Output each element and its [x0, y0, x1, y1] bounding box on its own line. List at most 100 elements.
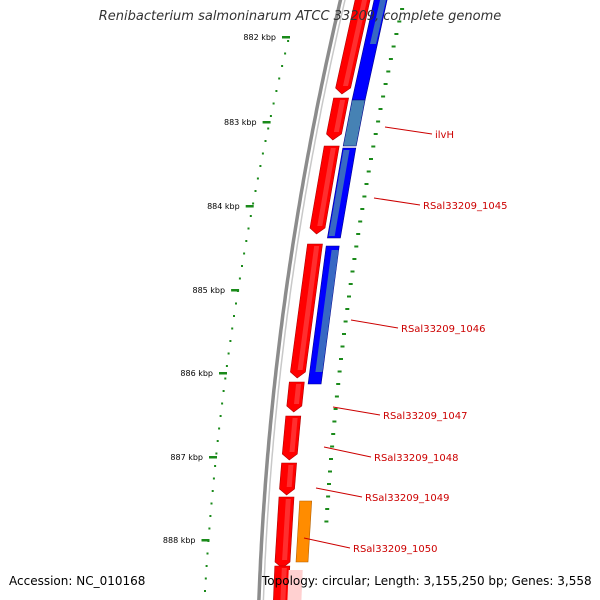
minor-tick	[214, 465, 217, 467]
outer-tick	[329, 458, 333, 460]
minor-tick	[287, 40, 290, 42]
outer-tick	[356, 233, 361, 235]
outer-tick	[358, 220, 363, 223]
outer-tick	[360, 208, 365, 210]
minor-tick	[272, 102, 275, 105]
outer-tick	[394, 33, 399, 35]
reverse-gene-overlay	[370, 0, 387, 44]
minor-tick	[238, 277, 241, 280]
gene-label: RSal33209_1046	[401, 324, 485, 335]
outer-tick	[383, 83, 388, 85]
minor-tick	[216, 440, 219, 442]
forward-gene-highlight	[333, 100, 346, 132]
minor-tick	[267, 127, 270, 130]
minor-tick	[235, 302, 237, 305]
gene-label: RSal33209_1045	[423, 201, 507, 212]
outer-tick	[391, 45, 396, 48]
reverse-gene-arrow	[342, 99, 366, 147]
faded-feature	[287, 570, 303, 600]
minor-tick	[284, 52, 287, 55]
backbone-inner-line	[262, 0, 346, 600]
kbp-tick-label: 887 kbp	[170, 453, 203, 462]
forward-gene-arrow	[326, 97, 349, 141]
gene-leader-line	[373, 197, 421, 206]
minor-tick	[269, 115, 272, 117]
outer-tick	[400, 8, 405, 10]
minor-tick	[245, 240, 248, 242]
minor-tick	[256, 177, 259, 180]
outer-tick	[327, 483, 331, 485]
outer-tick	[350, 270, 355, 273]
minor-tick	[212, 477, 215, 480]
minor-tick	[254, 190, 257, 192]
major-tick	[282, 36, 290, 39]
minor-tick	[204, 577, 207, 580]
gene-labels: ilvH RSal33209_1045 RSal33209_1046 RSal3320…	[303, 126, 507, 555]
outer-tick	[347, 295, 351, 298]
outer-tick	[331, 433, 336, 435]
forward-gene-highlight	[317, 148, 336, 226]
outer-tick	[371, 145, 376, 148]
outer-tick	[381, 95, 386, 98]
backbone-outer-line	[257, 0, 343, 600]
minor-tick	[206, 552, 209, 555]
major-tick	[245, 205, 254, 208]
minor-tick	[221, 402, 224, 405]
kbp-tick-label: 883 kbp	[224, 118, 257, 127]
gene-label: RSal33209_1047	[383, 411, 467, 422]
outer-tick	[388, 58, 393, 60]
outer-tick	[334, 395, 339, 398]
minor-tick	[247, 227, 250, 230]
kbp-tick-label: 884 kbp	[207, 202, 240, 211]
forward-gene-arrow	[309, 145, 340, 235]
minor-tick	[231, 327, 234, 330]
forward-gene-arrow	[279, 462, 297, 496]
genome-title: Renibacterium salmoninarum ATCC 33209, c…	[98, 9, 502, 24]
rna-feature	[295, 500, 313, 563]
major-tick	[201, 539, 210, 542]
forward-gene-arrow	[286, 381, 305, 413]
minor-tick	[281, 65, 284, 67]
gene-leader-line	[323, 446, 372, 458]
forward-gene-highlight	[282, 499, 291, 560]
outer-tick	[339, 358, 343, 360]
outer-tick	[373, 133, 378, 135]
minor-tick	[252, 202, 255, 205]
gene-leader-line	[303, 537, 351, 549]
forward-gene-highlight	[297, 246, 320, 370]
forward-gene-highlight	[343, 0, 368, 86]
outer-tick	[364, 183, 369, 185]
outer-tick	[336, 383, 341, 385]
forward-gene-arrow	[274, 496, 295, 569]
outer-tick	[352, 258, 357, 260]
gene-leader-line	[332, 406, 381, 416]
outer-tick	[333, 408, 338, 410]
minor-tick	[233, 315, 235, 317]
outer-tick	[386, 70, 391, 73]
forward-gene-arrow	[281, 415, 302, 461]
forward-gene-arrow	[273, 565, 291, 600]
outer-tick	[397, 20, 402, 23]
minor-tick	[205, 565, 208, 567]
outer-tick	[345, 308, 350, 310]
minor-tick	[278, 77, 281, 80]
gene-features	[273, 0, 388, 600]
gene-label: RSal33209_1048	[374, 453, 458, 464]
minor-tick	[275, 90, 278, 92]
gene-leader-line	[315, 487, 363, 498]
minor-tick	[219, 415, 222, 417]
outer-tick	[328, 470, 332, 473]
gene-label: RSal33209_1050	[353, 544, 437, 555]
forward-gene-highlight	[294, 384, 302, 404]
gene-label: ilvH	[435, 130, 454, 141]
minor-tick	[241, 265, 243, 267]
minor-tick	[229, 340, 232, 342]
outer-tick	[342, 333, 346, 335]
major-tick	[262, 121, 271, 124]
reverse-gene-overlay	[328, 150, 350, 236]
minor-tick	[243, 252, 246, 255]
gene-leader-line	[384, 126, 433, 135]
outer-tick	[348, 283, 353, 285]
